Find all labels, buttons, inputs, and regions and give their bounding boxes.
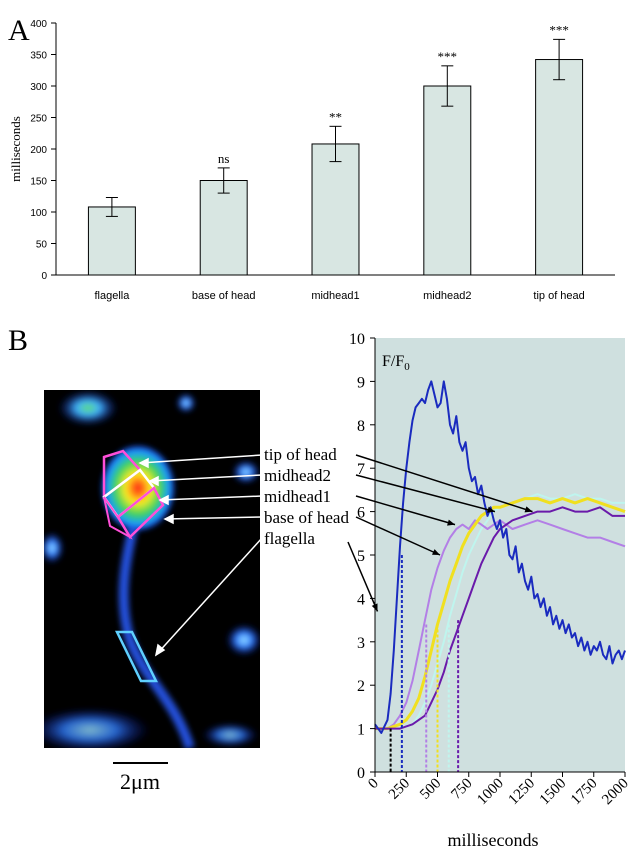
callout-arrowhead: [524, 506, 533, 513]
micrograph-pointers: [138, 454, 263, 657]
bar-chart-x-tick-label: tip of head: [533, 290, 584, 302]
line-chart-y-tick-label: 2: [357, 678, 365, 695]
roi-base-of-head: [103, 496, 133, 540]
bar-chart-y-tick-label: 50: [36, 240, 48, 251]
bar: [535, 59, 584, 276]
line-chart-x-tick-label: 250: [386, 776, 413, 803]
micrograph-side-blob: [232, 460, 260, 484]
panel-a-label: A: [8, 14, 30, 47]
line-chart-y-tick-label: 3: [357, 635, 365, 652]
bar-chart-y-tick-label: 150: [30, 177, 47, 188]
line-chart-x-tick-label: 1000: [474, 776, 507, 809]
line-chart-y-tick-label: 0: [357, 765, 365, 782]
micrograph-lower-blob: [226, 624, 260, 656]
bar-chart-y-tick-label: 100: [30, 208, 47, 219]
line-chart-x-tick-label: 500: [417, 776, 444, 803]
bar: [423, 85, 472, 276]
bar: [311, 143, 360, 276]
bar-chart-y-tick-label: 400: [30, 19, 47, 30]
bar-chart-x-labels: flagella base of head midhead1 midhead2 tip …: [94, 290, 584, 302]
callout-arrow-midhead1: [355, 495, 456, 526]
bar-chart-x-tick-label: base of head: [192, 290, 256, 302]
bar-chart-y-tick-label: 250: [30, 114, 47, 125]
micrograph-label-base-of-head: base of head: [264, 508, 349, 527]
bar-chart-y-ticks: 0 50 100 150 200 250 300 350 400: [30, 19, 56, 282]
line-chart-x-tick-label: 2000: [599, 776, 629, 809]
fluorescence-micrograph: tip of head midhead2 midhead1 base of he…: [44, 390, 349, 794]
line-chart-y-tick-label: 10: [349, 331, 365, 348]
line-chart-x-axis-label: milliseconds: [448, 830, 539, 850]
callout-arrow-midhead2: [355, 474, 496, 513]
line-chart-y-tick-label: 1: [357, 722, 365, 739]
line-chart-y-tick-label: 7: [357, 461, 365, 478]
line-chart-y-tick-label: 6: [357, 505, 365, 522]
micrograph-small-blob: [176, 393, 196, 413]
micrograph-label-flagella: flagella: [264, 529, 315, 548]
panel-b-label: B: [8, 324, 28, 357]
bar: [87, 206, 136, 276]
series-line-flagella: [374, 380, 626, 734]
series-line-midhead2: [375, 493, 625, 730]
series-line-midhead1: [375, 497, 626, 731]
micrograph-label-midhead2: midhead2: [264, 466, 331, 485]
series-line-base-of-head: [375, 519, 626, 730]
bar-chart-y-tick-label: 200: [30, 145, 47, 156]
bar-chart-x-tick-label: midhead2: [423, 290, 471, 302]
line-chart-x-tick-label: 750: [448, 776, 475, 803]
line-chart-y-axis-label: F/F0: [382, 353, 410, 373]
bar-chart-y-tick-label: 350: [30, 51, 47, 62]
callout-arrow-flagella: [347, 541, 379, 612]
micrograph-bottom-right-blob: [202, 723, 258, 747]
bar-chart-bars: ns********: [87, 22, 584, 276]
bar: [199, 180, 248, 276]
line-chart-half-max-markers: [389, 555, 460, 772]
line-chart-x-tick-label: 1750: [568, 776, 601, 809]
line-chart-y-tick-label: 5: [357, 548, 365, 565]
line-chart-x-tick-label: 1250: [506, 776, 539, 809]
line-chart-series: [374, 380, 626, 734]
line-chart-x-tick-label: 0: [365, 776, 382, 793]
line-chart-y-axis-label-main: F/F: [382, 353, 404, 370]
micrograph-label-midhead1: midhead1: [264, 487, 331, 506]
significance-label: ***: [549, 22, 569, 37]
micrograph-bottom-blob: [44, 708, 150, 748]
bar-chart-y-axis-label: milliseconds: [8, 116, 23, 182]
callout-arrowhead: [447, 519, 455, 526]
line-chart-x-tick-label: 1500: [537, 776, 570, 809]
bar-chart-x-tick-label: flagella: [94, 290, 130, 302]
bar-chart-y-tick-label: 0: [41, 271, 47, 282]
callout-arrowhead: [432, 549, 440, 555]
roi-flagella: [114, 630, 159, 683]
bar-chart-y-tick-label: 300: [30, 82, 47, 93]
callout-arrow-tip-of-head: [355, 454, 533, 513]
significance-label: ***: [438, 49, 458, 64]
line-chart-y-tick-label: 4: [357, 591, 365, 608]
callout-arrow-base-of-head: [355, 516, 441, 556]
line-chart-plot-area: [375, 338, 625, 772]
line-chart-callout-arrows: [347, 454, 533, 612]
micrograph-top-blob: [58, 390, 118, 426]
scale-bar-label: 2μm: [120, 769, 160, 794]
micrograph-background: [44, 390, 260, 748]
sperm-tail: [118, 518, 195, 748]
significance-label: **: [329, 109, 342, 124]
micrograph-label-tip-of-head: tip of head: [264, 445, 337, 464]
bar-chart-x-tick-label: midhead1: [311, 290, 359, 302]
callout-arrowhead: [487, 506, 495, 513]
line-chart-y-axis-label-subscript: 0: [404, 361, 410, 373]
line-chart-y-tick-label: 8: [357, 418, 365, 435]
line-chart-y-ticks: 0 1 2 3 4 5 6 7 8 9 10: [349, 331, 375, 782]
callout-arrowhead: [371, 603, 378, 612]
micrograph-left-blob: [44, 532, 64, 564]
line-chart-y-tick-label: 9: [357, 374, 365, 391]
significance-label: ns: [218, 151, 230, 166]
sperm-head: [102, 446, 174, 530]
